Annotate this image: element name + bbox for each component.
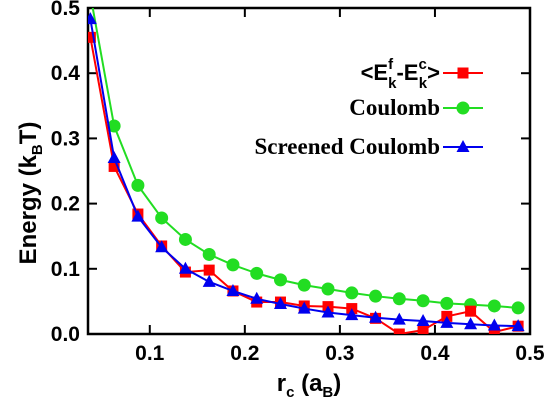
data-point-diff	[88, 31, 96, 43]
data-point-screened	[226, 283, 240, 296]
data-point-screened	[511, 319, 525, 332]
data-point-screened	[440, 315, 454, 328]
x-tick-label: 0.2	[230, 342, 259, 365]
data-point-coulomb	[297, 278, 311, 292]
legend-samples	[443, 67, 483, 152]
data-point-diff	[393, 328, 405, 334]
data-point-screened	[202, 274, 216, 287]
data-point-screened	[369, 310, 383, 323]
data-point-diff	[203, 264, 215, 276]
data-point-coulomb	[250, 266, 264, 280]
data-point-coulomb	[416, 294, 430, 308]
y-tick-label: 0.2	[51, 193, 80, 216]
y-axis-label: Energy (kBT)	[15, 122, 46, 265]
x-tick-label: 0.3	[325, 342, 354, 365]
data-point-diff	[465, 305, 477, 317]
legend-label-screened: Screened Coulomb	[255, 134, 441, 159]
data-point-coulomb	[107, 119, 121, 133]
y-tick-label: 0.5	[51, 0, 81, 20]
series-screened	[88, 12, 525, 332]
data-point-coulomb	[511, 301, 525, 315]
data-point-screened	[178, 261, 192, 274]
data-point-coulomb	[273, 273, 287, 287]
y-tick-label: 0.3	[51, 127, 80, 150]
y-tick-label: 0.0	[51, 323, 80, 346]
data-point-coulomb	[226, 258, 240, 272]
x-tick-label: 0.5	[515, 342, 545, 365]
data-point-coulomb	[487, 299, 501, 313]
data-point-screened	[464, 317, 478, 330]
legend-marker-screened	[456, 140, 470, 152]
data-point-screened	[297, 301, 311, 314]
legend-label-diff: <Ef k-Ec k>	[361, 56, 440, 92]
series-coulomb	[84, 0, 525, 315]
data-point-screened	[321, 305, 335, 318]
data-point-screened	[392, 312, 406, 325]
data-point-coulomb	[440, 296, 454, 310]
y-tick-label: 0.4	[51, 62, 81, 85]
data-point-coulomb	[84, 0, 97, 1]
data-point-screened	[107, 150, 121, 163]
axis-ticks: 0.1 0.2 0.3 0.4 0.5 0.0 0.1 0.2 0.3 0.4 0.5	[51, 0, 545, 365]
data-point-screened	[250, 291, 264, 304]
plot-frame	[86, 6, 532, 336]
series-layer	[84, 0, 525, 334]
data-point-diff	[108, 160, 120, 172]
data-point-screened	[88, 12, 97, 25]
data-point-screened	[487, 318, 501, 331]
legend-marker-coulomb	[456, 101, 470, 115]
data-point-coulomb	[131, 178, 145, 192]
legend: <Ef k-Ec k> Coulomb Screened Coulomb	[255, 56, 483, 159]
data-point-coulomb	[178, 232, 192, 246]
legend-label-coulomb: Coulomb	[349, 95, 440, 120]
svg-text:Energy (kBT): Energy (kBT)	[15, 122, 46, 265]
x-axis-label: rc (aB)	[277, 370, 342, 401]
data-point-coulomb	[369, 289, 383, 303]
data-point-coulomb	[345, 286, 359, 300]
data-point-screened	[416, 313, 430, 326]
data-point-screened	[131, 209, 145, 222]
data-point-coulomb	[321, 282, 335, 296]
x-tick-label: 0.4	[420, 342, 450, 365]
data-point-screened	[155, 240, 169, 253]
x-tick-label: 0.1	[135, 342, 165, 365]
legend-marker-diff	[457, 67, 469, 79]
data-point-screened	[345, 308, 359, 321]
y-tick-label: 0.1	[51, 258, 81, 281]
data-point-coulomb	[392, 292, 406, 306]
data-point-screened	[273, 297, 287, 310]
data-point-coulomb	[155, 211, 169, 225]
data-point-diff	[417, 324, 429, 334]
data-point-coulomb	[202, 247, 216, 261]
